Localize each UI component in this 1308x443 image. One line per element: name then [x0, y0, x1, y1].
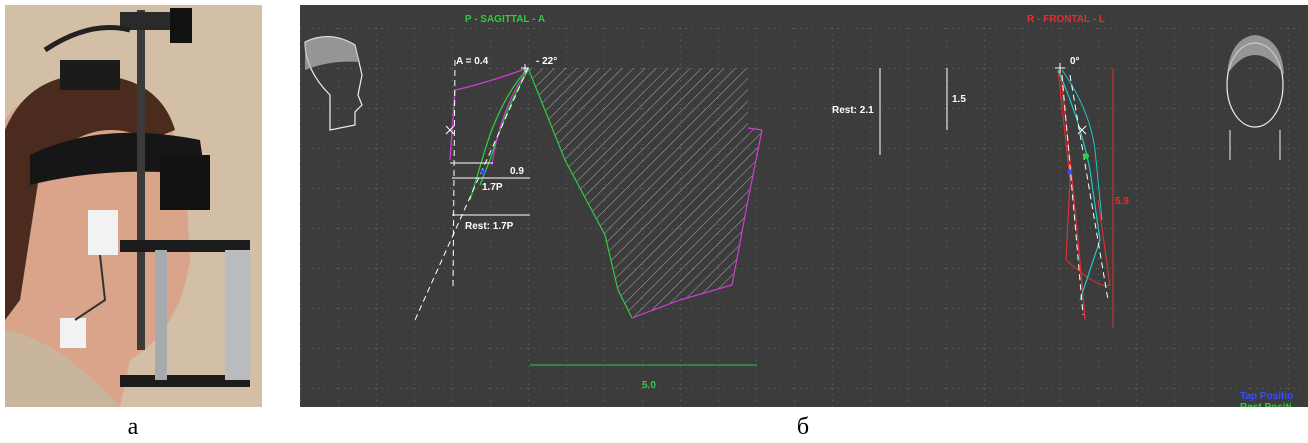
label: - 22° — [536, 56, 557, 67]
sagittal-title: P - SAGITTAL - A — [465, 14, 545, 25]
tracking-screen: P - SAGITTAL - A R - FRONTAL - L A = 0.4… — [300, 5, 1308, 423]
figure: P - SAGITTAL - A R - FRONTAL - L A = 0.4… — [0, 0, 1308, 443]
label: 0° — [1070, 56, 1080, 67]
label: Rest: 2.1 — [832, 105, 874, 116]
photo — [5, 5, 262, 407]
label: 1.7P — [482, 182, 503, 193]
frontal-title: R - FRONTAL - L — [1027, 14, 1105, 25]
legend-entry: Tap Positio — [1240, 391, 1293, 402]
label: Rest: 1.7P — [465, 221, 514, 232]
legend-entry: Rest Positi — [1240, 402, 1292, 413]
label: 0.9 — [510, 166, 524, 177]
label: 5.9 — [1115, 196, 1129, 207]
label: 5.0 — [642, 380, 656, 391]
label: 1.5 — [952, 94, 966, 105]
caption: б — [797, 414, 809, 440]
label: A = 0.4 — [456, 56, 489, 67]
legend-entry: Pulse Posi — [1240, 412, 1291, 423]
caption: а — [128, 414, 139, 440]
